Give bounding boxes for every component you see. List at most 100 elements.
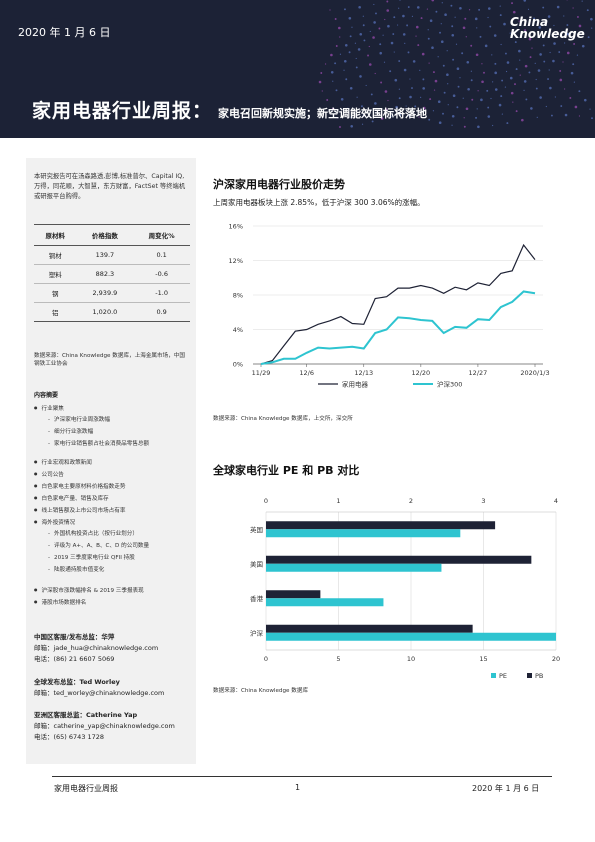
banner-dot xyxy=(530,107,533,110)
footer-report-name: 家用电器行业周报 xyxy=(54,784,118,793)
banner-dot xyxy=(408,114,411,117)
banner-dot xyxy=(371,120,374,123)
logo-line-2: Knowledge xyxy=(510,27,585,41)
banner-dot xyxy=(405,105,407,107)
banner-dot xyxy=(533,17,536,20)
toc-item: 白色家电主要原材料价格指数走势 xyxy=(34,480,194,492)
banner-dot xyxy=(433,89,436,91)
banner-dot xyxy=(375,12,377,15)
banner-dot xyxy=(589,108,591,110)
category-label: 沪深 xyxy=(250,628,264,637)
report-title-sub: 家电召回新规实施；新空调能效国标将落地 xyxy=(218,107,428,120)
banner-dot xyxy=(450,4,453,7)
y-tick-label: 0% xyxy=(233,361,243,369)
toc-item: 沪深股市涨跌幅排名 & 2019 三季报表现 xyxy=(34,584,194,596)
banner-dot xyxy=(494,88,498,91)
table-cell: -0.6 xyxy=(133,264,190,284)
banner-dot xyxy=(470,70,472,72)
banner-dot xyxy=(512,10,516,14)
banner-dot xyxy=(447,104,449,106)
banner-dot xyxy=(379,51,383,55)
banner-dot xyxy=(373,3,375,6)
banner-dot xyxy=(553,24,555,27)
toc-subitem: 家电行业销售额占社会消费品零售总额 xyxy=(34,438,194,450)
y-tick-label: 8% xyxy=(233,292,243,300)
banner-dot xyxy=(572,63,575,66)
bar-chart-source: 数据来源：China Knowledge 数据库 xyxy=(213,688,309,694)
banner-dot xyxy=(441,2,443,4)
contact-email[interactable]: 邮箱：catherine_yap@chinaknowledge.com xyxy=(34,722,175,730)
banner-dot xyxy=(347,107,349,109)
banner-dot xyxy=(457,85,460,88)
toc-section-2: 行业宏观和政策新闻公司公告白色家电主要原材料价格指数走势白色家电产量、销售及库存… xyxy=(34,456,194,576)
table-cell: 1,020.0 xyxy=(76,302,134,322)
banner-dot xyxy=(362,24,365,27)
banner-dot xyxy=(462,97,464,99)
contact-email[interactable]: 邮箱：ted_worley@chinaknowledge.com xyxy=(34,689,165,697)
footer-date: 2020 年 1 月 6 日 xyxy=(472,784,540,793)
banner-dot xyxy=(379,43,382,46)
pe-axis-tick-label: 5 xyxy=(336,655,340,663)
banner-dot xyxy=(339,126,341,128)
banner-dot xyxy=(498,103,502,107)
banner-dot xyxy=(440,40,444,44)
banner-dot xyxy=(382,34,384,36)
banner-dot xyxy=(444,13,447,17)
pb-axis-tick-label: 2 xyxy=(409,497,413,505)
banner-dot xyxy=(578,90,581,93)
legend-swatch xyxy=(527,673,532,678)
banner-dot xyxy=(343,59,347,63)
banner-dot xyxy=(431,46,434,50)
table-cell: 铜材 xyxy=(34,245,77,265)
banner-dot xyxy=(402,14,405,18)
banner-dot xyxy=(360,105,363,108)
contact-email[interactable]: 邮箱：jade_hua@chinaknowledge.com xyxy=(34,644,159,652)
banner-dot xyxy=(402,33,406,36)
legend-label: 沪深300 xyxy=(437,380,462,389)
banner-dot xyxy=(343,69,345,71)
banner-dot xyxy=(451,114,455,118)
toc-subitem: 外国机构投资占比（按行业划分） xyxy=(34,528,194,540)
banner-dot xyxy=(363,39,366,42)
x-tick-label: 12/6 xyxy=(299,369,314,377)
banner-dot xyxy=(564,88,566,90)
banner-dot xyxy=(446,50,448,52)
pb-axis-tick-label: 1 xyxy=(336,497,340,505)
banner-dot xyxy=(459,6,462,10)
banner-dot xyxy=(389,70,392,73)
banner-dot xyxy=(418,116,420,118)
banner-dot xyxy=(474,17,478,21)
toc-section-1: 行业聚焦沪深家电行业周涨跌幅细分行业涨跌幅家电行业销售额占社会消费品零售总额 xyxy=(34,402,194,450)
banner-dot xyxy=(368,45,370,48)
banner-dot xyxy=(407,6,410,9)
banner-dot xyxy=(535,87,538,90)
banner-dot xyxy=(523,89,525,91)
banner-dot xyxy=(383,61,386,63)
bar-pb xyxy=(266,521,496,530)
banner-dot xyxy=(335,89,338,92)
banner-dot xyxy=(494,71,497,75)
banner-dot xyxy=(543,60,546,63)
banner-dot xyxy=(344,8,346,11)
banner-dot xyxy=(385,108,388,111)
bar-pe xyxy=(266,632,556,641)
banner-dot xyxy=(566,24,569,26)
banner-dot xyxy=(432,71,435,74)
banner-dot xyxy=(591,117,593,120)
banner-dot xyxy=(330,70,334,74)
banner-dot xyxy=(368,63,372,66)
banner-dot xyxy=(463,125,466,128)
banner-dot xyxy=(362,113,366,117)
y-tick-label: 4% xyxy=(233,326,243,334)
banner-dot xyxy=(429,98,432,101)
banner-dot xyxy=(489,25,492,28)
line-chart: 0% 4% 8% 12% 16% 11/29 12/6 12/13 12/20 12/27 2020… xyxy=(229,223,550,389)
banner-dot xyxy=(573,81,575,83)
banner-dot xyxy=(528,71,531,74)
banner-dot xyxy=(503,22,506,26)
banner-dot xyxy=(370,93,373,96)
banner-dot xyxy=(374,102,377,105)
banner-dot xyxy=(515,68,518,71)
banner-dot xyxy=(349,35,352,38)
